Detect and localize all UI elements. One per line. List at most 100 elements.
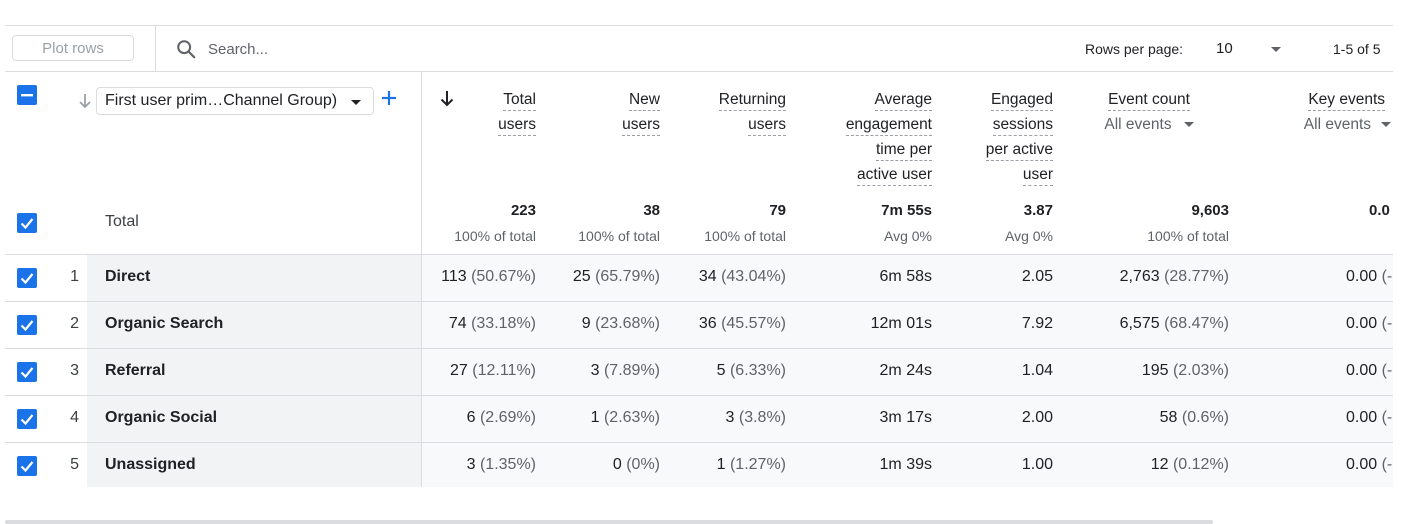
cell-total-users: 74 (33.18%) — [426, 315, 536, 333]
cell-value: 113 — [441, 268, 467, 285]
column-header-line: user — [1022, 165, 1053, 186]
row-dimension-background — [87, 255, 421, 301]
cell-avg-engagement-time: 2m 24s — [802, 362, 932, 380]
total-subtext: 100% of total — [704, 228, 786, 244]
dimension-select-label: First user prim…Channel Group) — [105, 92, 338, 109]
cell-percent: (- — [1377, 409, 1393, 426]
column-header-line: Event count — [1108, 90, 1190, 111]
key-event-filter-label: All events — [1303, 116, 1371, 133]
table-row[interactable]: 2 Organic Search 74 (33.18%) 9 (23.68%) … — [5, 302, 1393, 348]
select-all-checkbox[interactable] — [17, 85, 37, 105]
cell-value: 0.00 — [1346, 456, 1378, 473]
chevron-down-icon[interactable] — [1271, 47, 1281, 52]
total-subtext: 100% of total — [578, 228, 660, 244]
caret-down-icon — [1183, 122, 1194, 128]
row-checkbox[interactable] — [17, 456, 37, 476]
table-row[interactable]: 5 Unassigned 3 (1.35%) 0 (0%) 1 (1.27%) … — [5, 443, 1393, 487]
row-number: 2 — [70, 315, 79, 332]
column-header-avg-engagement-time[interactable]: Average engagement time per active user — [802, 88, 932, 188]
cell-event-count: 12 (0.12%) — [1069, 456, 1229, 474]
column-header-returning-users[interactable]: Returning users — [666, 88, 786, 138]
column-header-line: New — [628, 90, 660, 111]
cell-percent: (65.79%) — [590, 268, 660, 285]
event-filter-label: All events — [1104, 116, 1172, 133]
cell-total-users: 6 (2.69%) — [426, 409, 536, 427]
column-header-engaged-sessions[interactable]: Engaged sessions per active user — [943, 88, 1053, 188]
toolbar-divider — [155, 26, 156, 71]
cell-value: 7.92 — [1021, 315, 1053, 332]
cell-engaged-sessions: 2.00 — [943, 409, 1053, 427]
cell-returning-users: 36 (45.57%) — [666, 315, 786, 333]
cell-percent: (7.89%) — [599, 362, 660, 379]
total-value: 0.0 — [1369, 202, 1390, 219]
horizontal-scrollbar[interactable] — [5, 520, 1213, 524]
cell-value: 3 — [466, 456, 476, 473]
cell-value: 1.04 — [1021, 362, 1053, 379]
table-row[interactable]: 4 Organic Social 6 (2.69%) 1 (2.63%) 3 (… — [5, 396, 1393, 442]
cell-new-users: 25 (65.79%) — [550, 268, 660, 286]
row-checkbox[interactable] — [17, 315, 37, 335]
column-header-event-count[interactable]: Event count All events — [1069, 88, 1229, 136]
cell-value: 195 — [1141, 362, 1169, 379]
cell-percent: (43.04%) — [716, 268, 786, 285]
cell-value: 9 — [581, 315, 591, 332]
checkbox-checked-icon — [20, 320, 34, 332]
cell-value: 2m 24s — [879, 362, 932, 379]
checkbox-checked-icon — [20, 414, 34, 426]
arrow-down-icon[interactable] — [77, 92, 93, 110]
totals-checkbox[interactable] — [17, 213, 37, 233]
row-number: 5 — [70, 456, 79, 473]
table-row[interactable]: 3 Referral 27 (12.11%) 3 (7.89%) 5 (6.33… — [5, 349, 1393, 395]
column-header-line: sessions — [992, 115, 1053, 136]
search-input[interactable] — [208, 36, 808, 62]
cell-percent: (2.03%) — [1168, 362, 1229, 379]
row-data-background — [422, 396, 1393, 442]
total-subtext: 100% of total — [454, 228, 536, 244]
cell-value: 1 — [590, 409, 600, 426]
cell-value: 0.00 — [1346, 362, 1378, 379]
cell-key-events: 0.00 (- — [1346, 409, 1393, 427]
plot-rows-button[interactable]: Plot rows — [12, 35, 134, 61]
column-header-new-users[interactable]: New users — [560, 88, 660, 138]
total-subtext: 100% of total — [1147, 228, 1229, 244]
cell-value: 36 — [698, 315, 717, 332]
total-value: 38 — [643, 202, 660, 219]
cell-value: 74 — [448, 315, 467, 332]
row-checkbox[interactable] — [17, 362, 37, 382]
cell-event-count: 58 (0.6%) — [1069, 409, 1229, 427]
cell-value: 34 — [698, 268, 717, 285]
cell-key-events: 0.00 (- — [1346, 456, 1393, 474]
cell-value: 25 — [572, 268, 591, 285]
caret-down-icon — [1381, 122, 1391, 128]
cell-total-users: 27 (12.11%) — [426, 362, 536, 380]
plus-icon[interactable] — [381, 90, 397, 106]
cell-returning-users: 1 (1.27%) — [666, 456, 786, 474]
row-data-background — [422, 349, 1393, 395]
column-header-key-events[interactable]: Key events All events — [1255, 88, 1393, 136]
checkbox-checked-icon — [20, 273, 34, 285]
event-filter-select[interactable]: All events — [1069, 113, 1229, 136]
cell-total-users: 113 (50.67%) — [426, 268, 536, 286]
dimension-select[interactable]: First user prim…Channel Group) — [96, 87, 374, 115]
toolbar-divider-bottom — [5, 71, 1393, 72]
arrow-down-icon[interactable] — [439, 90, 455, 108]
row-checkbox[interactable] — [17, 409, 37, 429]
total-value: 223 — [510, 202, 536, 219]
total-subtext: Avg 0% — [884, 228, 932, 244]
cell-value: 2,763 — [1119, 268, 1160, 285]
row-divider — [5, 348, 1393, 349]
row-dimension-value: Organic Social — [105, 409, 218, 426]
caret-down-icon — [351, 100, 361, 105]
row-checkbox[interactable] — [17, 268, 37, 288]
cell-percent: (6.33%) — [725, 362, 786, 379]
column-header-total-users[interactable]: Total users — [436, 88, 536, 138]
total-value: 9,603 — [1191, 202, 1229, 219]
cell-percent: (0.6%) — [1177, 409, 1229, 426]
row-number: 3 — [70, 362, 79, 379]
search-icon — [177, 40, 196, 59]
table-row[interactable]: 1 Direct 113 (50.67%) 25 (65.79%) 34 (43… — [5, 255, 1393, 301]
key-event-filter-select[interactable]: All events — [1255, 113, 1393, 136]
rows-per-page-select[interactable]: 10 — [1216, 40, 1233, 57]
cell-engaged-sessions: 1.00 — [943, 456, 1053, 474]
cell-event-count: 6,575 (68.47%) — [1069, 315, 1229, 333]
